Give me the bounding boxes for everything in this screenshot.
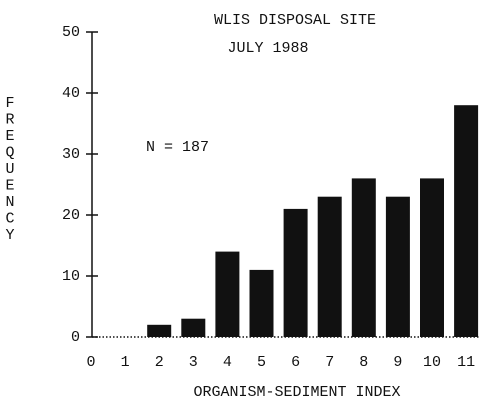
y-tick-label: 20 bbox=[62, 207, 80, 224]
bar bbox=[351, 178, 376, 337]
x-tick-label: 5 bbox=[257, 354, 266, 371]
x-tick-label: 0 bbox=[86, 354, 95, 371]
bar bbox=[181, 318, 206, 337]
bar bbox=[283, 208, 308, 337]
bar bbox=[454, 105, 479, 337]
x-tick-label: 6 bbox=[291, 354, 300, 371]
bar bbox=[249, 269, 274, 337]
chart-subtitle: JULY 1988 bbox=[227, 40, 308, 57]
bar bbox=[215, 251, 240, 337]
y-tick-label: 30 bbox=[62, 146, 80, 163]
x-tick-label: 4 bbox=[223, 354, 232, 371]
x-tick-label: 9 bbox=[393, 354, 402, 371]
x-axis-label: ORGANISM-SEDIMENT INDEX bbox=[193, 384, 400, 401]
bar bbox=[317, 196, 342, 337]
bar bbox=[420, 178, 444, 337]
y-tick-label: 10 bbox=[62, 268, 80, 285]
annotation: N = 187 bbox=[146, 139, 209, 156]
y-tick-label: 40 bbox=[62, 85, 80, 102]
x-tick-label: 7 bbox=[325, 354, 334, 371]
bar bbox=[385, 196, 410, 337]
x-tick-label: 3 bbox=[189, 354, 198, 371]
x-tick-label: 8 bbox=[359, 354, 368, 371]
y-tick-label: 50 bbox=[62, 24, 80, 41]
x-tick-label: 10 bbox=[423, 354, 441, 371]
x-tick-label: 11 bbox=[457, 354, 475, 371]
y-tick-label: 0 bbox=[71, 329, 80, 346]
x-tick-label: 1 bbox=[121, 354, 130, 371]
chart-title: WLIS DISPOSAL SITE bbox=[214, 12, 376, 29]
x-tick-label: 2 bbox=[155, 354, 164, 371]
bar bbox=[147, 324, 172, 337]
